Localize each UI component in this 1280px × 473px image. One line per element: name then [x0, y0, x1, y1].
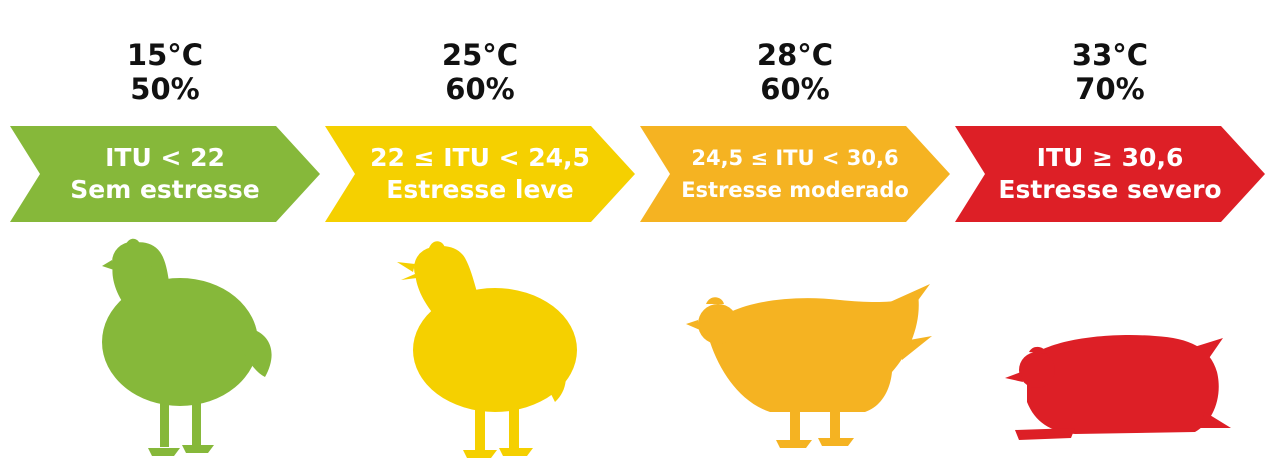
conditions-label: 25°C 60%	[325, 38, 635, 106]
standing-chicken-icon	[10, 232, 320, 469]
stage-severe-stress: 33°C 70% ITU ≥ 30,6 Estresse severo	[955, 0, 1265, 469]
humidity-value: 60%	[445, 72, 515, 106]
lying-chicken-icon	[955, 232, 1265, 469]
crouching-chicken-icon	[640, 232, 950, 469]
arrow-shape	[955, 126, 1265, 222]
arrow-shape	[10, 126, 320, 222]
stress-level: Estresse severo	[998, 175, 1222, 204]
itu-range: ITU ≥ 30,6	[1036, 143, 1184, 172]
stress-level: Sem estresse	[70, 175, 260, 204]
panting-chicken-icon	[325, 232, 635, 469]
temperature-value: 33°C	[1071, 38, 1149, 72]
stage-no-stress: 15°C 50% ITU < 22 Sem estresse	[10, 0, 320, 469]
stage-arrow: ITU ≥ 30,6 Estresse severo	[955, 126, 1265, 222]
stage-arrow: ITU < 22 Sem estresse	[10, 126, 320, 222]
temperature-value: 25°C	[441, 38, 519, 72]
itu-range: 22 ≤ ITU < 24,5	[370, 143, 590, 172]
humidity-value: 60%	[760, 72, 830, 106]
stage-moderate-stress: 28°C 60% 24,5 ≤ ITU < 30,6 Estresse mode…	[640, 0, 950, 469]
conditions-label: 28°C 60%	[640, 38, 950, 106]
humidity-value: 70%	[1075, 72, 1145, 106]
arrow-shape	[325, 126, 635, 222]
stress-level: Estresse leve	[386, 175, 574, 204]
humidity-value: 50%	[130, 72, 200, 106]
stress-level: Estresse moderado	[681, 178, 909, 202]
conditions-label: 15°C 50%	[10, 38, 320, 106]
stage-arrow: 22 ≤ ITU < 24,5 Estresse leve	[325, 126, 635, 222]
itu-range: 24,5 ≤ ITU < 30,6	[691, 146, 899, 170]
itu-range: ITU < 22	[105, 143, 225, 172]
stage-arrow: 24,5 ≤ ITU < 30,6 Estresse moderado	[640, 126, 950, 222]
arrow-shape	[640, 126, 950, 222]
temperature-value: 28°C	[756, 38, 834, 72]
conditions-label: 33°C 70%	[955, 38, 1265, 106]
stage-light-stress: 25°C 60% 22 ≤ ITU < 24,5 Estresse leve	[325, 0, 635, 469]
temperature-value: 15°C	[126, 38, 204, 72]
